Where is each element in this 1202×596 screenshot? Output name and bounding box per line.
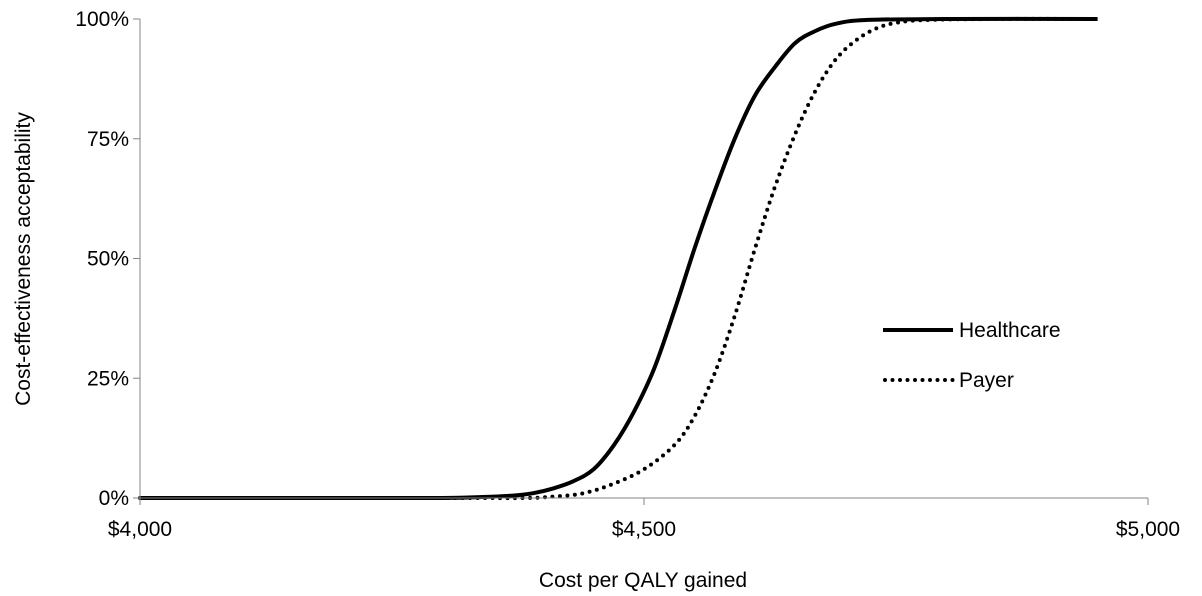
plot-area: [138, 16, 1100, 501]
x-tick-label: $4,500: [612, 518, 676, 541]
legend-label-payer: Payer: [959, 369, 1014, 392]
y-tick-label: 0%: [99, 487, 129, 510]
y-axis-title: Cost-effectiveness acceptability: [12, 112, 35, 406]
y-tick-label: 50%: [87, 248, 129, 271]
legend-label-healthcare: Healthcare: [959, 319, 1061, 342]
x-axis-title: Cost per QALY gained: [539, 569, 747, 592]
x-tick-label: $4,000: [108, 518, 172, 541]
legend: Healthcare Payer: [883, 319, 1061, 392]
series-line-healthcare: [140, 16, 1098, 501]
y-tick-label: 25%: [87, 367, 129, 390]
axes: 0% 25% 50% 75% 100% $4,000 $4,500 $5,000: [75, 8, 1180, 541]
series-line-payer: [138, 16, 1100, 501]
x-tick-label: $5,000: [1116, 518, 1180, 541]
y-tick-label: 100%: [75, 8, 129, 31]
y-tick-label: 75%: [87, 128, 129, 151]
